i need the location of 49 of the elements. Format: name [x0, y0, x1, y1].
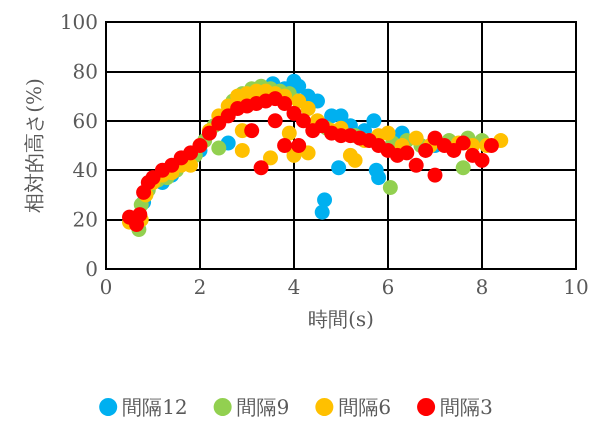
y-tick-label: 80	[72, 59, 98, 84]
point	[263, 150, 278, 166]
x-tick-label: 10	[563, 275, 589, 299]
point	[183, 145, 198, 160]
point	[484, 138, 499, 153]
point	[366, 113, 382, 128]
y-tick-label: 20	[72, 208, 98, 232]
point	[268, 113, 283, 128]
x-tick-label: 2	[194, 275, 206, 299]
y-tick-label: 40	[72, 158, 98, 182]
point	[254, 160, 269, 176]
y-tick-label: 60	[72, 108, 98, 133]
x-tick-label: 4	[288, 275, 300, 299]
point	[211, 140, 226, 156]
point	[418, 142, 434, 158]
point	[282, 126, 297, 141]
point	[428, 130, 442, 146]
x-tick-label: 8	[476, 275, 488, 299]
point	[296, 113, 311, 128]
point	[456, 136, 471, 151]
y-tick-label: 100	[60, 10, 98, 34]
point	[456, 160, 471, 176]
point	[428, 168, 442, 183]
x-tick-label: 0	[100, 275, 112, 299]
point	[277, 138, 292, 153]
x-axis-title: 時間(s)	[308, 307, 374, 331]
point	[380, 126, 396, 141]
point	[244, 123, 260, 138]
legend-label: 間隔6	[338, 395, 392, 419]
point	[474, 152, 490, 168]
point	[317, 192, 332, 208]
legend-label: 間隔12	[122, 395, 188, 419]
legend-label: 間隔9	[236, 395, 290, 419]
point	[132, 207, 148, 222]
point	[371, 170, 386, 186]
x-tick-label: 6	[382, 275, 394, 299]
point	[382, 180, 398, 195]
point	[408, 130, 424, 146]
point	[277, 96, 292, 112]
point	[314, 204, 330, 220]
point	[399, 145, 414, 160]
point	[408, 158, 424, 173]
point	[291, 138, 306, 153]
point	[348, 152, 363, 168]
y-tick-label: 0	[85, 257, 98, 281]
y-axis-title: 相対的高さ(%)	[22, 78, 46, 213]
legend-label: 間隔3	[440, 395, 493, 419]
point	[234, 142, 250, 158]
point	[331, 160, 346, 176]
